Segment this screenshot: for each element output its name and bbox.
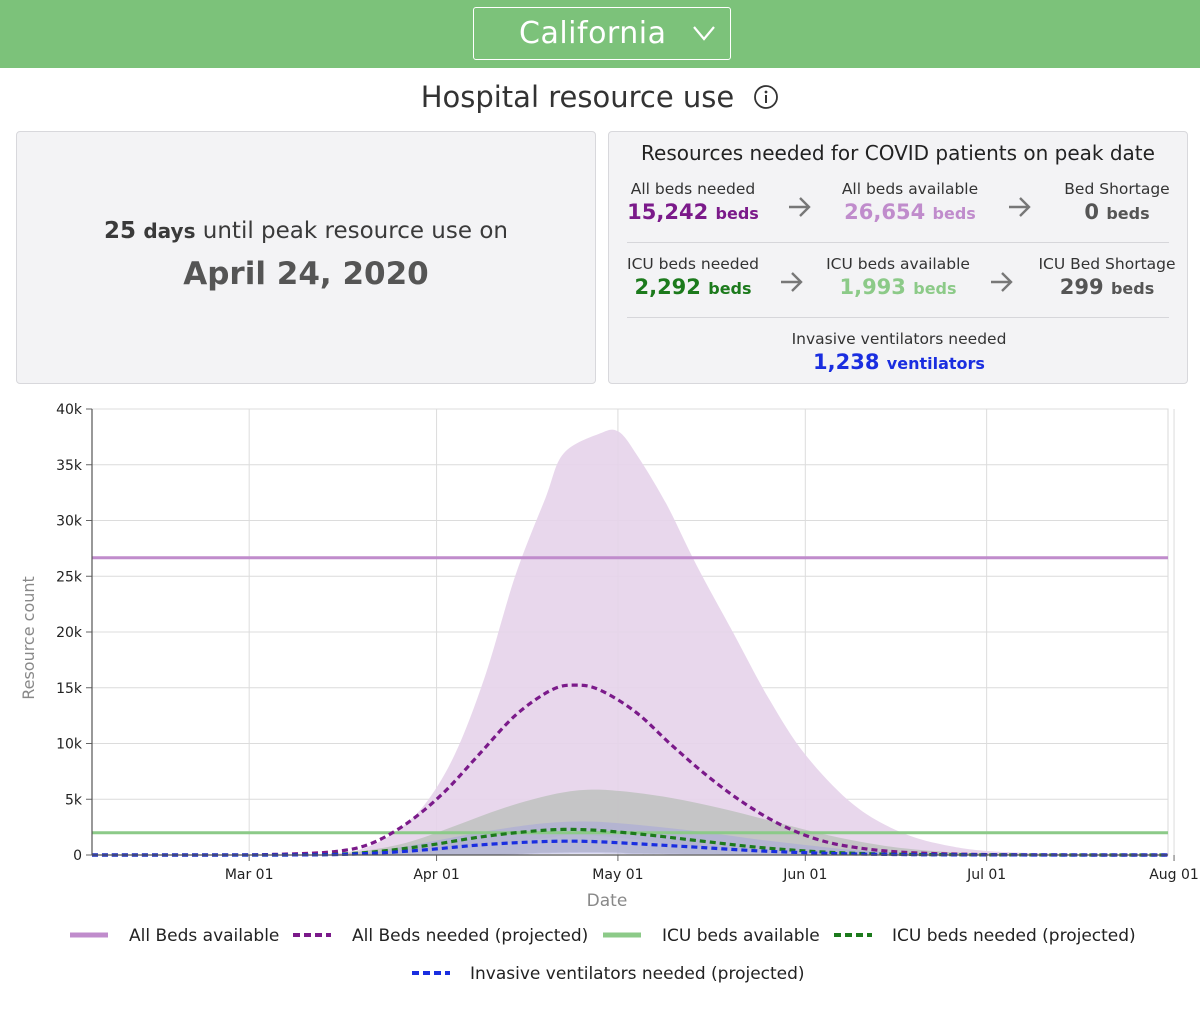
icu-row: ICU beds needed 2,292 beds ICU beds avai… bbox=[609, 255, 1187, 315]
all-beds-available-value: 26,654 beds bbox=[835, 200, 985, 224]
title-row: Hospital resource use bbox=[0, 80, 1200, 124]
ventilators-row: Invasive ventilators needed 1,238 ventil… bbox=[609, 330, 1187, 390]
top-bar: California bbox=[0, 0, 1200, 68]
icu-beds-needed-label: ICU beds needed bbox=[627, 255, 759, 273]
x-tick-label: Apr 01 bbox=[413, 867, 459, 883]
bed-shortage-label: Bed Shortage bbox=[1064, 180, 1170, 198]
axes: Resource count Date 0 5k 10k 15k 20k 25k 30k 35… bbox=[19, 402, 1199, 911]
arrow-right-icon bbox=[991, 272, 1013, 292]
peak-days-word: days bbox=[143, 219, 196, 243]
x-tick-label: Jul 01 bbox=[966, 867, 1006, 883]
all-beds-needed-unit: beds bbox=[715, 204, 759, 223]
peak-text: until peak resource use on bbox=[202, 218, 508, 244]
beds-row: All beds needed 15,242 beds All beds ava… bbox=[609, 180, 1187, 240]
all-beds-needed-stat: All beds needed 15,242 beds bbox=[623, 180, 763, 224]
ventilators-needed-value: 1,238 ventilators bbox=[749, 350, 1049, 374]
legend-label: ICU beds needed (projected) bbox=[892, 926, 1136, 946]
ventilators-needed-band bbox=[92, 821, 1168, 855]
y-tick-label: 30k bbox=[56, 514, 83, 530]
all-beds-needed-band bbox=[92, 429, 1168, 855]
all-beds-needed-value: 15,242 beds bbox=[623, 200, 763, 224]
icu-beds-available-label: ICU beds available bbox=[826, 255, 970, 273]
all-beds-available-stat: All beds available 26,654 beds bbox=[835, 180, 985, 224]
y-tick-label: 15k bbox=[56, 681, 83, 697]
ventilators-needed-unit: ventilators bbox=[886, 354, 985, 373]
legend-label: ICU beds available bbox=[662, 926, 820, 946]
all-beds-needed-number: 15,242 bbox=[627, 200, 709, 224]
resources-title: Resources needed for COVID patients on p… bbox=[641, 141, 1155, 165]
y-tick-label: 5k bbox=[65, 792, 83, 808]
x-axis-label: Date bbox=[587, 891, 628, 911]
divider bbox=[627, 242, 1169, 243]
y-tick-label: 40k bbox=[56, 402, 83, 418]
icu-bed-shortage-stat: ICU Bed Shortage 299 beds bbox=[1033, 255, 1181, 299]
icu-beds-needed-value: 2,292 beds bbox=[623, 275, 763, 299]
legend-label: Invasive ventilators needed (projected) bbox=[470, 964, 805, 984]
icu-beds-needed-stat: ICU beds needed 2,292 beds bbox=[623, 255, 763, 299]
y-tick-label: 20k bbox=[56, 625, 83, 641]
ventilators-needed-label: Invasive ventilators needed bbox=[791, 330, 1007, 348]
x-tick-label: May 01 bbox=[592, 867, 643, 883]
resources-panel: Resources needed for COVID patients on p… bbox=[608, 131, 1188, 384]
peak-panel: 25 days until peak resource use on April… bbox=[16, 131, 596, 384]
all-beds-available-number: 26,654 bbox=[844, 200, 926, 224]
all-beds-available-label: All beds available bbox=[841, 180, 979, 198]
all-beds-needed-line bbox=[92, 683, 1169, 857]
y-tick-label: 0 bbox=[73, 848, 82, 864]
state-dropdown-label: California bbox=[519, 16, 667, 51]
y-tick-label: 10k bbox=[56, 737, 83, 753]
icu-bed-shortage-number: 299 bbox=[1059, 275, 1104, 299]
legend: All Beds available All Beds needed (proje… bbox=[70, 926, 1136, 984]
bed-shortage-stat: Bed Shortage 0 beds bbox=[1055, 180, 1179, 224]
info-circle-icon[interactable] bbox=[753, 84, 779, 110]
x-tick-label: Aug 01 bbox=[1149, 867, 1199, 883]
resource-chart: Resource count Date 0 5k 10k 15k 20k 25k 30k 35… bbox=[0, 390, 1200, 1011]
y-axis-label: Resource count bbox=[19, 576, 38, 700]
icu-beds-available-value: 1,993 beds bbox=[823, 275, 973, 299]
chevron-down-icon bbox=[693, 26, 715, 41]
page-title: Hospital resource use bbox=[420, 80, 735, 114]
peak-date: April 24, 2020 bbox=[183, 256, 429, 292]
arrow-right-icon bbox=[789, 197, 811, 217]
arrow-right-icon bbox=[781, 272, 803, 292]
icu-beds-needed-band bbox=[92, 789, 1168, 855]
all-beds-needed-label: All beds needed bbox=[630, 180, 756, 198]
uncertainty-bands bbox=[92, 429, 1168, 855]
icu-bed-shortage-unit: beds bbox=[1110, 279, 1155, 298]
x-tick-label: Mar 01 bbox=[225, 867, 274, 883]
all-beds-available-unit: beds bbox=[932, 204, 976, 223]
icu-beds-needed-number: 2,292 bbox=[634, 275, 701, 299]
bed-shortage-value: 0 beds bbox=[1055, 200, 1179, 224]
icu-beds-available-unit: beds bbox=[913, 279, 957, 298]
ventilators-needed-number: 1,238 bbox=[813, 350, 880, 374]
legend-label: All Beds available bbox=[129, 926, 279, 946]
divider bbox=[627, 317, 1169, 318]
bed-shortage-unit: beds bbox=[1106, 204, 1150, 223]
icu-bed-shortage-label: ICU Bed Shortage bbox=[1038, 255, 1176, 273]
y-tick-label: 25k bbox=[56, 569, 83, 585]
icu-beds-available-stat: ICU beds available 1,993 beds bbox=[823, 255, 973, 299]
legend-label: All Beds needed (projected) bbox=[352, 926, 588, 946]
state-dropdown[interactable]: California bbox=[473, 7, 731, 60]
y-tick-label: 35k bbox=[56, 458, 83, 474]
peak-countdown: 25 days until peak resource use on bbox=[17, 218, 595, 244]
resource-chart-svg: Resource count Date 0 5k 10k 15k 20k 25k 30k 35… bbox=[19, 402, 1199, 984]
icu-beds-available-number: 1,993 bbox=[839, 275, 906, 299]
x-tick-label: Jun 01 bbox=[782, 867, 827, 883]
ventilators-needed-stat: Invasive ventilators needed 1,238 ventil… bbox=[749, 330, 1049, 374]
bed-shortage-number: 0 bbox=[1084, 200, 1100, 224]
peak-days-count: 25 bbox=[104, 218, 137, 244]
arrow-right-icon bbox=[1009, 197, 1031, 217]
icu-bed-shortage-value: 299 beds bbox=[1033, 275, 1181, 299]
icu-beds-needed-unit: beds bbox=[708, 279, 752, 298]
